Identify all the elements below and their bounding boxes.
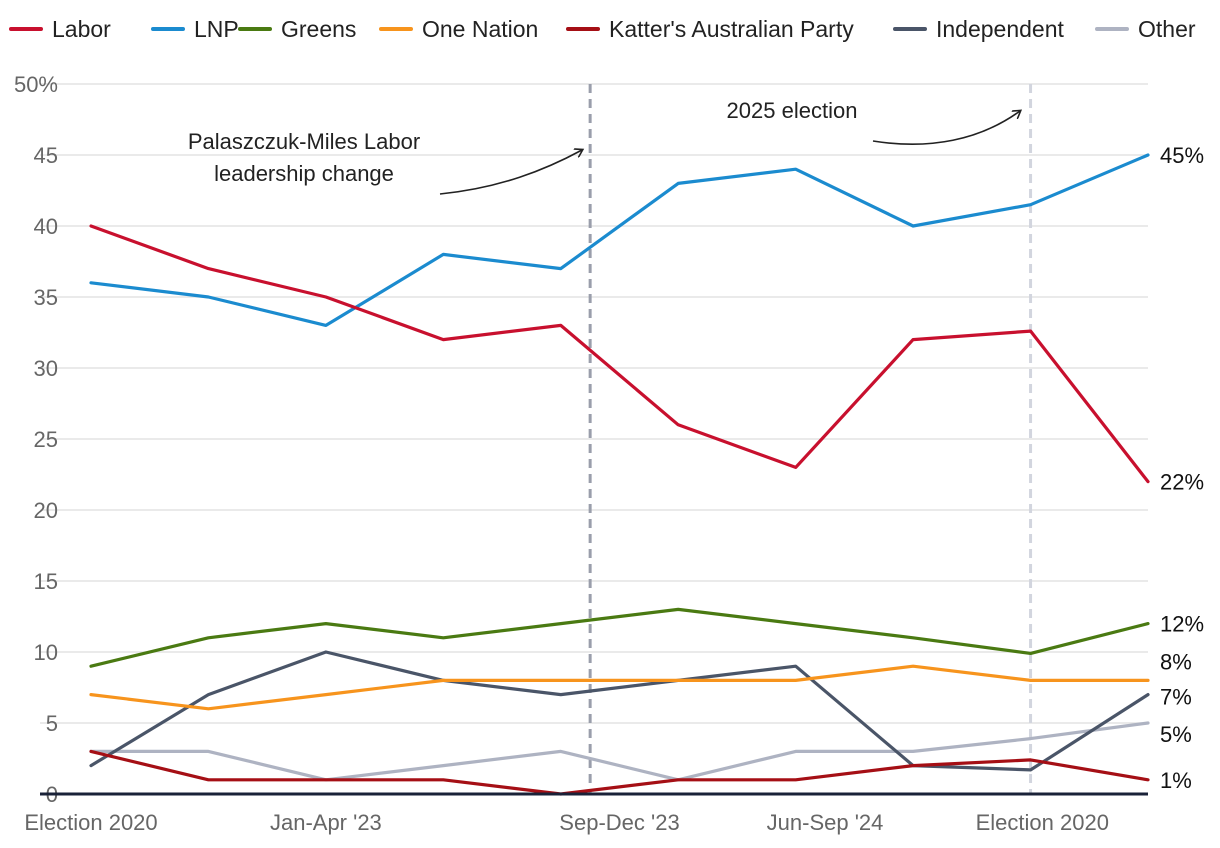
x-tick-label: Sep-Dec '23 [559, 810, 679, 835]
y-tick-label: 35 [34, 285, 58, 310]
end-label-one-nation: 8% [1160, 649, 1192, 674]
series-line-lnp [89, 153, 1150, 327]
legend-item-one-nation: One Nation [379, 16, 538, 42]
legend-item-other: Other [1095, 16, 1196, 42]
y-tick-label: 45 [34, 143, 58, 168]
series-line-independent [89, 650, 1150, 772]
annotation-text: 2025 election [727, 98, 858, 123]
annotations: Palaszczuk-Miles Labor leadership change 2… [188, 98, 1020, 195]
legend: Labor LNP Greens One Nation Katter's Austral… [9, 16, 1196, 42]
legend-item-labor: Labor [9, 16, 111, 42]
y-tick-label: 20 [34, 498, 58, 523]
x-tick-label: Election 2020 [24, 810, 157, 835]
series-line-greens [89, 607, 1150, 668]
end-label-other: 5% [1160, 722, 1192, 747]
end-label-labor: 22% [1160, 470, 1204, 495]
gridlines [40, 83, 1148, 724]
legend-label: Labor [52, 16, 111, 42]
legend-label: Greens [281, 16, 356, 42]
annotation-arrow [439, 150, 582, 195]
annotation-arrow [872, 111, 1020, 145]
end-labels: 22% 45% 12% 8% 1% 7% 5% [1160, 143, 1204, 793]
series-line-other [89, 721, 1150, 782]
legend-label: LNP [194, 16, 239, 42]
end-label-independent: 7% [1160, 685, 1192, 710]
legend-label: Other [1138, 16, 1196, 42]
y-tick-label: 15 [34, 569, 58, 594]
series-line-katter-s-australian-party [89, 749, 1150, 796]
legend-item-greens: Greens [238, 16, 356, 42]
y-axis-ticks: 05101520253035404550% [14, 72, 58, 807]
vertical-markers [588, 84, 1033, 794]
end-label-greens: 12% [1160, 612, 1204, 637]
x-axis-ticks: Election 2020 Jan-Apr '23 Sep-Dec '23 Jun-S… [24, 810, 1109, 835]
x-tick-label: Election 2020 [976, 810, 1109, 835]
legend-label: Katter's Australian Party [609, 16, 854, 42]
end-label-katter-s-australian-party: 1% [1160, 768, 1192, 793]
legend-label: One Nation [422, 16, 538, 42]
y-tick-label: 40 [34, 214, 58, 239]
legend-item-katter-s-australian-party: Katter's Australian Party [566, 16, 854, 42]
annotation-leadership-change: Palaszczuk-Miles Labor leadership change [188, 129, 582, 195]
y-tick-label: 5 [46, 711, 58, 736]
annotation-text: leadership change [214, 161, 394, 186]
y-tick-label: 30 [34, 356, 58, 381]
annotation-text: Palaszczuk-Miles Labor [188, 129, 420, 154]
legend-item-lnp: LNP [151, 16, 239, 42]
x-tick-label: Jun-Sep '24 [767, 810, 884, 835]
series-lines [89, 153, 1150, 796]
annotation-2025-election: 2025 election [727, 98, 1020, 145]
end-label-lnp: 45% [1160, 143, 1204, 168]
legend-label: Independent [936, 16, 1065, 42]
series-line-one-nation [89, 664, 1150, 711]
series-line-labor [89, 224, 1150, 484]
y-tick-label: 25 [34, 427, 58, 452]
x-tick-label: Jan-Apr '23 [270, 810, 382, 835]
legend-item-independent: Independent [893, 16, 1065, 42]
y-tick-label: 50% [14, 72, 58, 97]
y-tick-label: 10 [34, 640, 58, 665]
